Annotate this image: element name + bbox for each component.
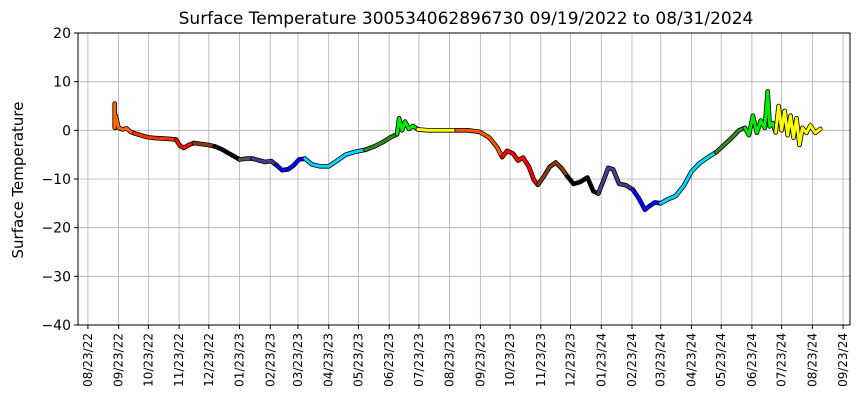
x-tick-label: 05/23/24 <box>714 333 728 387</box>
x-tick-label: 11/23/22 <box>172 333 186 387</box>
x-tick-label: 09/23/22 <box>112 333 126 387</box>
x-tick-label: 01/23/24 <box>594 333 608 387</box>
x-tick-label: 11/23/23 <box>534 333 548 387</box>
y-tick-label: 0 <box>62 123 71 139</box>
series-segment <box>536 161 570 187</box>
series-segment <box>596 166 635 196</box>
x-tick-label: 09/23/23 <box>473 333 487 387</box>
series-segment <box>774 104 822 147</box>
series-segment <box>631 188 663 212</box>
x-tick-label: 08/23/22 <box>81 333 95 387</box>
x-tick-label: 02/23/23 <box>263 333 277 387</box>
series-segment <box>743 89 778 137</box>
x-tick-label: 02/23/24 <box>625 333 639 387</box>
series-segment <box>303 148 367 168</box>
series-segment <box>274 157 307 172</box>
x-tick-label: 01/23/23 <box>233 333 247 387</box>
x-tick-label: 10/23/22 <box>141 333 155 387</box>
series-segment <box>714 126 747 154</box>
x-tick-label: 08/23/24 <box>805 333 819 387</box>
series-segment <box>659 150 718 205</box>
series-segment <box>416 127 459 132</box>
y-axis-label: Surface Temperature <box>9 102 27 259</box>
series-segment <box>566 175 600 196</box>
series-segment <box>455 128 504 159</box>
y-tick-label: −30 <box>41 269 71 285</box>
y-tick-label: 20 <box>53 26 71 42</box>
series-segment <box>174 138 196 150</box>
series-segment <box>213 144 241 161</box>
y-tick-label: −10 <box>41 172 71 188</box>
series-segment <box>192 141 217 148</box>
x-axis-ticks: 08/23/22 09/23/22 10/23/22 11/23/22 12/23/22… <box>81 325 850 387</box>
x-tick-label: 07/23/23 <box>412 333 426 387</box>
x-tick-label: 07/23/24 <box>775 333 789 387</box>
chart-title: Surface Temperature 300534062896730 09/1… <box>179 9 754 29</box>
x-tick-label: 12/23/23 <box>564 333 578 387</box>
series-segment <box>250 157 278 167</box>
y-tick-label: −40 <box>41 318 71 334</box>
x-tick-label: 12/23/22 <box>202 333 216 387</box>
x-tick-label: 05/23/23 <box>351 333 365 387</box>
temperature-series <box>112 89 823 212</box>
series-segment <box>133 131 178 142</box>
x-tick-label: 06/23/23 <box>382 333 396 387</box>
series-segment <box>395 116 420 136</box>
series-segment <box>113 102 136 135</box>
y-tick-label: −20 <box>41 221 71 237</box>
series-segment <box>363 132 399 152</box>
x-tick-label: 06/23/24 <box>745 333 759 387</box>
x-gridlines <box>87 33 844 325</box>
x-tick-label: 09/23/24 <box>836 333 850 387</box>
x-tick-label: 10/23/23 <box>503 333 517 387</box>
y-tick-label: 10 <box>53 75 71 91</box>
x-tick-label: 04/23/23 <box>322 333 336 387</box>
x-tick-label: 03/23/23 <box>291 333 305 387</box>
y-axis-ticks: 20 10 0 −10 −20 −30 −40 <box>41 26 78 334</box>
x-tick-label: 08/23/23 <box>443 333 457 387</box>
x-tick-label: 03/23/24 <box>654 333 668 387</box>
series-segment <box>500 149 540 187</box>
x-tick-label: 04/23/24 <box>684 333 698 387</box>
